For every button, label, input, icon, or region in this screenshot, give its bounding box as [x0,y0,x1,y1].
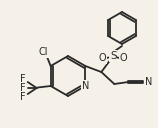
Text: O: O [98,53,106,63]
Text: Cl: Cl [39,47,49,57]
Text: S: S [110,51,117,61]
Text: F: F [20,92,25,102]
Text: F: F [20,74,25,84]
Text: N: N [82,81,90,91]
Text: N: N [145,77,152,87]
Text: O: O [119,53,127,63]
Text: F: F [20,83,25,93]
